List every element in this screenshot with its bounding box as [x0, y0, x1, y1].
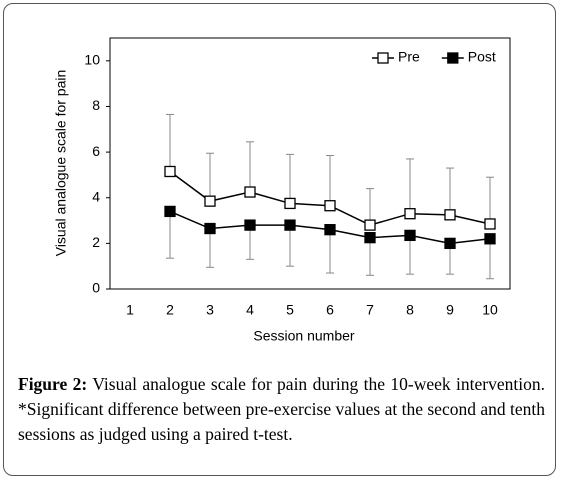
x-tick-label: 5	[286, 302, 294, 318]
marker	[164, 205, 176, 218]
chart: Visual analogue scale for pain Session n…	[53, 37, 511, 344]
y-tick-label: 4	[92, 188, 100, 204]
marker	[284, 219, 296, 231]
x-tick-label: 1	[126, 302, 134, 318]
legend-marker	[377, 52, 389, 64]
x-tick-label: 7	[366, 302, 374, 318]
x-tick-label: 2	[166, 302, 174, 318]
figure-frame	[3, 3, 556, 476]
marker	[164, 165, 176, 178]
marker	[444, 237, 456, 250]
y-tick-label: 0	[92, 280, 100, 296]
x-tick-label: 6	[326, 302, 334, 318]
x-tick-label: 10	[482, 302, 498, 318]
caption-label: Figure 2:	[18, 374, 88, 394]
x-tick-label: 4	[246, 302, 254, 318]
legend-label: Post	[468, 49, 496, 65]
marker	[324, 200, 336, 212]
legend-marker	[447, 52, 459, 64]
marker	[244, 186, 256, 198]
marker	[244, 219, 256, 231]
y-tick-label: 6	[92, 143, 100, 159]
marker	[324, 224, 336, 236]
marker	[404, 208, 416, 220]
x-tick-label: 3	[206, 302, 214, 318]
x-tick-label: 8	[406, 302, 414, 318]
x-tick-label: 9	[446, 302, 454, 318]
y-axis-label: Visual analogue scale for pain	[53, 70, 69, 257]
marker	[204, 222, 216, 235]
plot-area	[109, 37, 511, 290]
caption: Figure 2: Visual analogue scale for pain…	[18, 372, 545, 447]
x-axis-label: Session number	[253, 328, 355, 344]
marker	[404, 229, 416, 242]
marker	[444, 209, 456, 221]
y-tick-label: 10	[84, 52, 100, 68]
marker	[484, 218, 496, 230]
caption-text: Visual analogue scale for pain during th…	[18, 374, 545, 444]
marker	[484, 233, 496, 245]
marker	[364, 232, 376, 244]
legend-label: Pre	[398, 49, 420, 65]
marker	[364, 219, 376, 231]
y-tick-label: 2	[92, 234, 100, 250]
marker	[284, 197, 296, 210]
y-tick-label: 8	[92, 97, 100, 113]
marker	[204, 195, 216, 207]
